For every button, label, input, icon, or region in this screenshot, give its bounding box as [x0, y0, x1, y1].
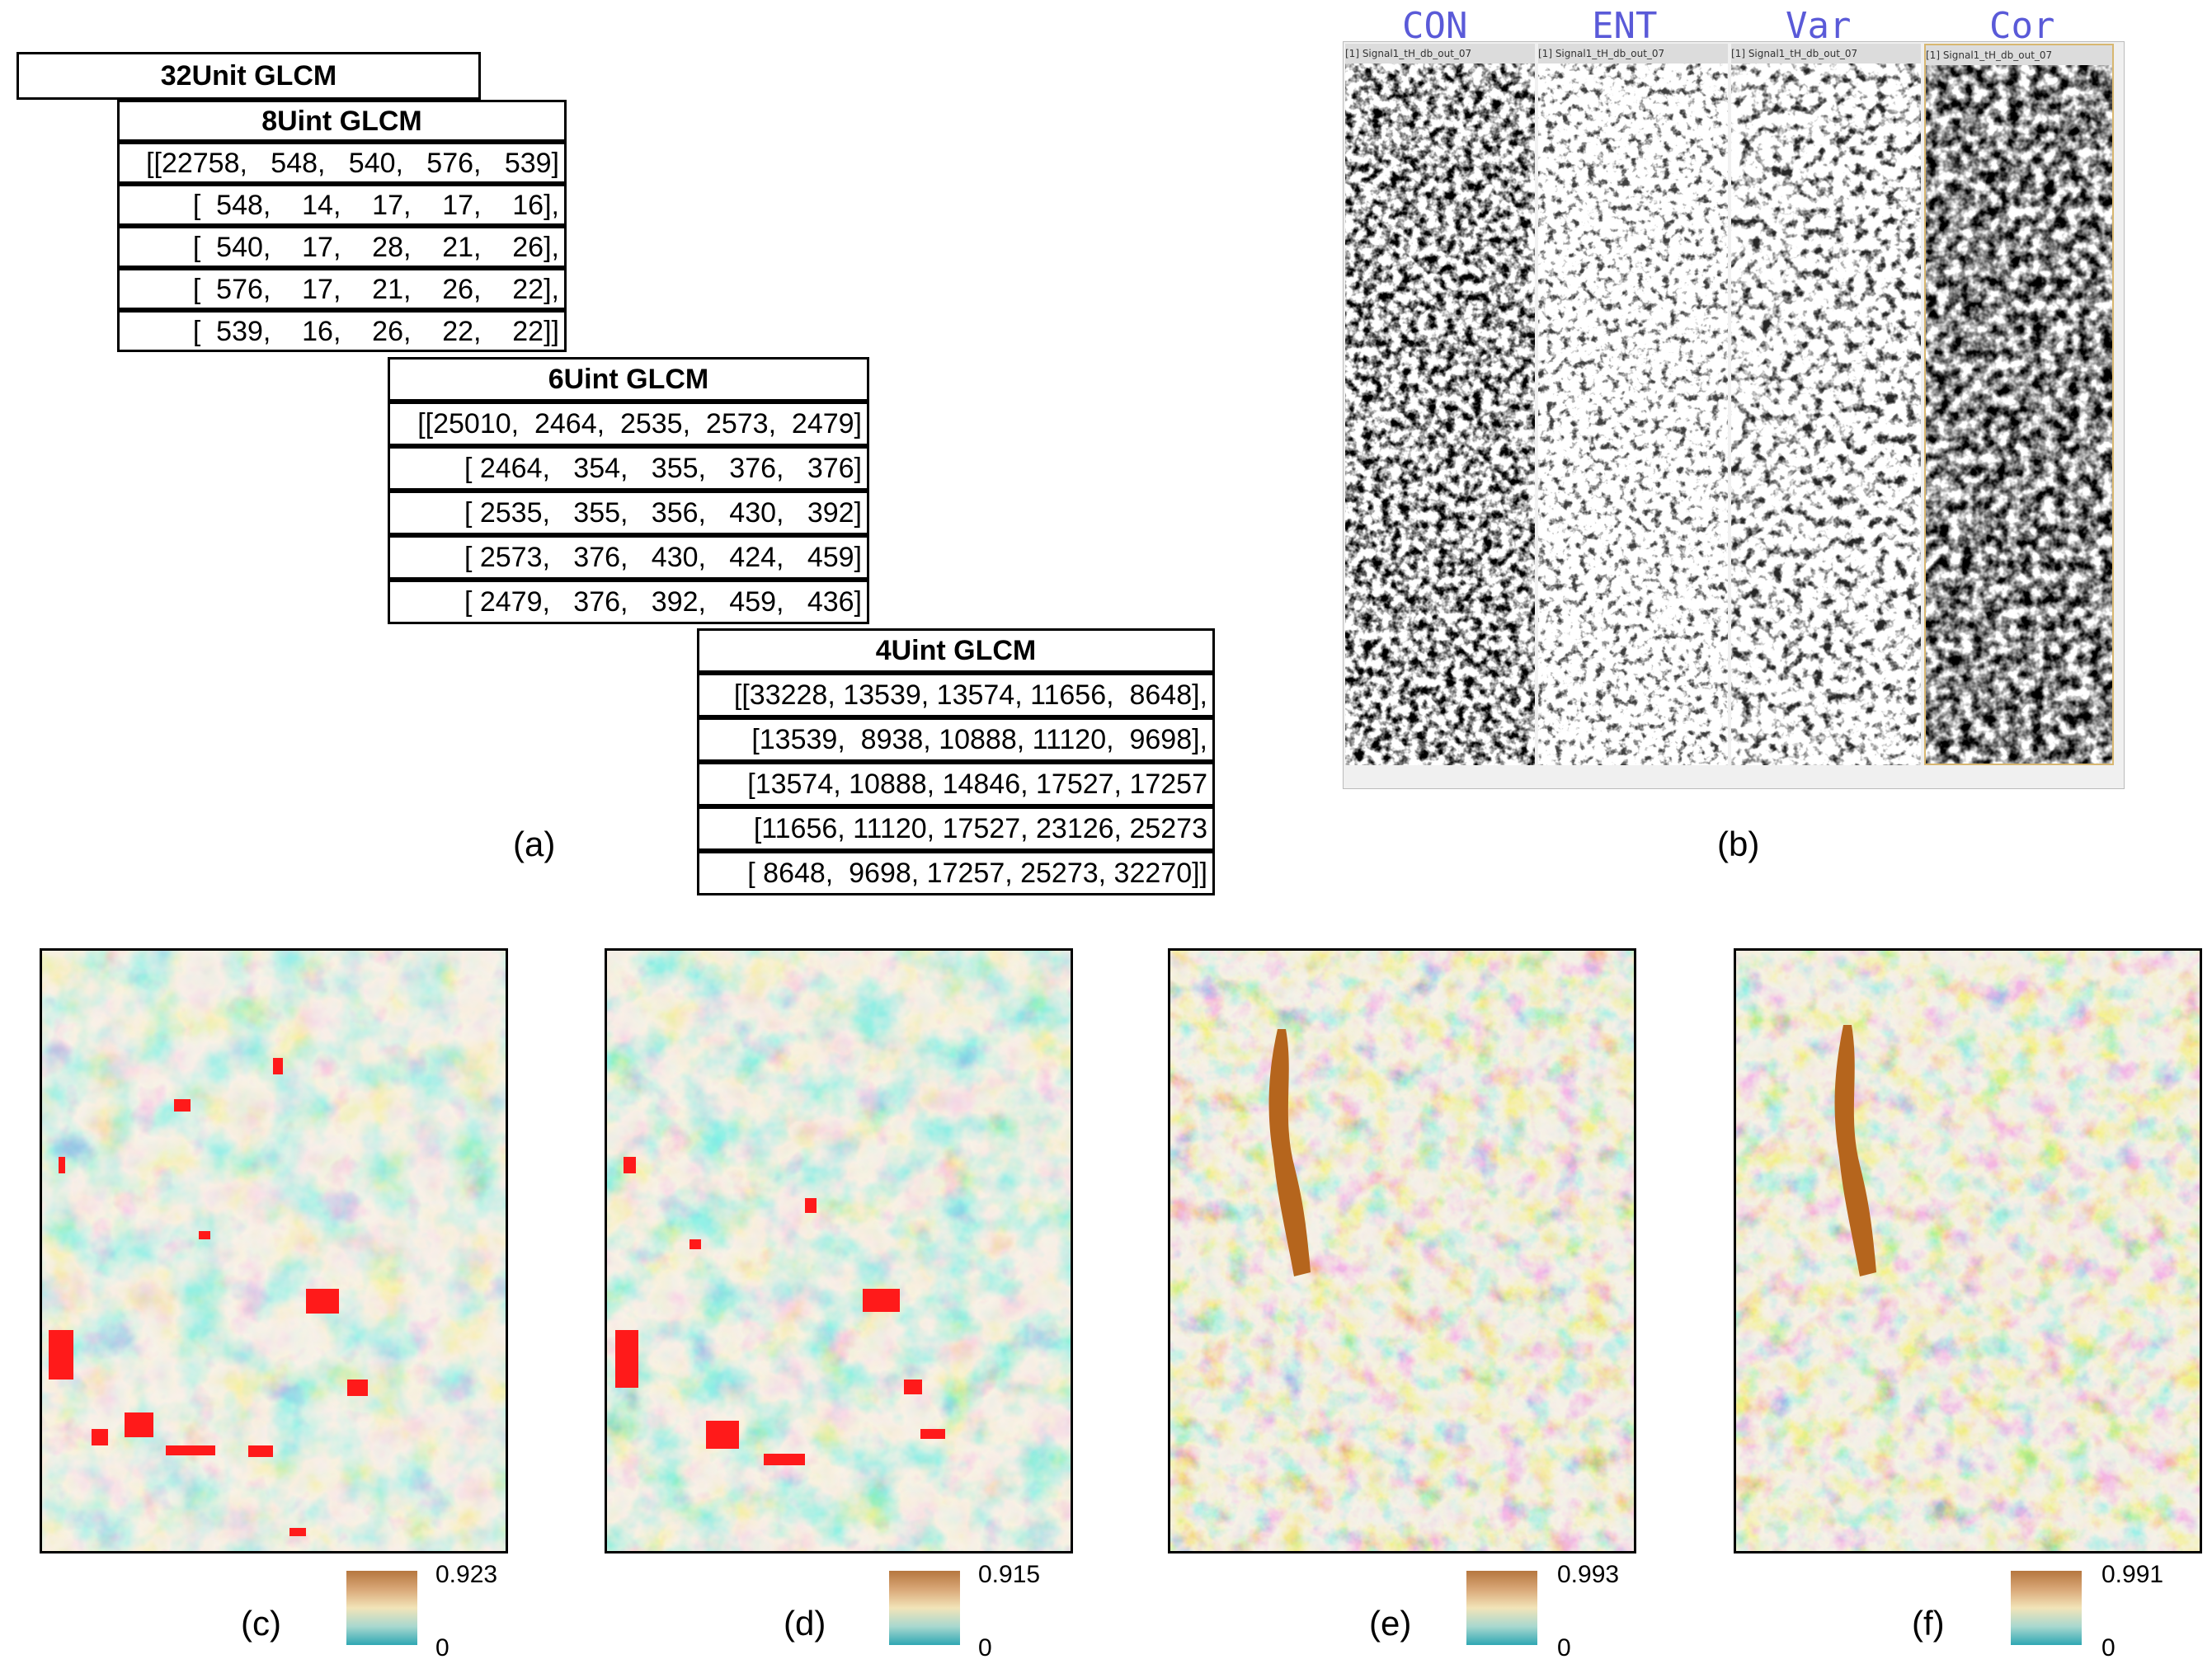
con-strip: [1] Signal1_tH_db_out_07: [1345, 44, 1535, 765]
map-e-image: [1170, 951, 1634, 1551]
var-texture-image: [1731, 63, 1921, 765]
con-strip-titlebar: [1] Signal1_tH_db_out_07: [1345, 44, 1535, 64]
panel-b-header-var: Var: [1786, 5, 1852, 47]
panel-label-b: (b): [1717, 825, 1760, 863]
glcm-8-row: [ 540, 17, 28, 21, 26],: [117, 226, 567, 268]
colorbar-c: [346, 1571, 417, 1645]
colorbar-f-max: 0.991: [2101, 1561, 2164, 1588]
texture-viewer-window: [1] Signal1_tH_db_out_07 [1] Signal1_tH_…: [1343, 41, 2125, 789]
panel-b-header-ent: ENT: [1592, 5, 1658, 47]
cor-strip: [1] Signal1_tH_db_out_07: [1924, 44, 2114, 765]
glcm-8-row: [ 548, 14, 17, 17, 16],: [117, 184, 567, 226]
colorbar-e-max: 0.993: [1557, 1561, 1620, 1588]
glcm-4-row: [13574, 10888, 14846, 17527, 17257: [697, 762, 1215, 806]
map-f: [1734, 948, 2202, 1553]
map-c-image: [42, 951, 506, 1551]
cor-strip-titlebar: [1] Signal1_tH_db_out_07: [1926, 45, 2112, 66]
cor-texture-image: [1926, 65, 2112, 764]
glcm-4-title: 4Uint GLCM: [697, 628, 1215, 673]
colorbar-c-min: 0: [435, 1634, 449, 1662]
colorbar-c-max: 0.923: [435, 1561, 498, 1588]
map-d: [605, 948, 1073, 1553]
glcm-8-row: [[22758, 548, 540, 576, 539]: [117, 142, 567, 184]
glcm-4-row: [[33228, 13539, 13574, 11656, 8648],: [697, 673, 1215, 717]
panel-b-header-cor: Cor: [1989, 5, 2055, 47]
glcm-6-row: [ 2535, 355, 356, 430, 392]: [388, 491, 869, 535]
panel-label-f: (f): [1912, 1604, 1945, 1643]
glcm-6-row: [ 2479, 376, 392, 459, 436]: [388, 580, 869, 624]
map-d-highlights: [615, 1157, 945, 1465]
map-c-highlights: [49, 1058, 368, 1536]
ent-texture-image: [1538, 63, 1728, 765]
colorbar-f-min: 0: [2101, 1634, 2116, 1662]
panel-label-d: (d): [784, 1604, 826, 1643]
ent-strip-titlebar: [1] Signal1_tH_db_out_07: [1538, 44, 1728, 64]
map-c: [40, 948, 508, 1553]
ent-strip: [1] Signal1_tH_db_out_07: [1538, 44, 1728, 765]
panel-label-c: (c): [241, 1604, 281, 1643]
glcm-6-row: [ 2464, 354, 355, 376, 376]: [388, 446, 869, 491]
glcm-32-title: 32Unit GLCM: [16, 52, 481, 100]
glcm-6-row: [ 2573, 376, 430, 424, 459]: [388, 535, 869, 580]
colorbar-e-min: 0: [1557, 1634, 1571, 1662]
colorbar-e: [1466, 1571, 1537, 1645]
glcm-4-row: [ 8648, 9698, 17257, 25273, 32270]]: [697, 851, 1215, 895]
colorbar-f: [2011, 1571, 2082, 1645]
colorbar-d: [889, 1571, 960, 1645]
map-f-ridge: [1834, 1025, 1876, 1276]
map-e-ridge: [1268, 1029, 1311, 1276]
glcm-6-title: 6Uint GLCM: [388, 357, 869, 402]
var-strip-titlebar: [1] Signal1_tH_db_out_07: [1731, 44, 1921, 64]
map-f-image: [1736, 951, 2200, 1551]
panel-label-e: (e): [1369, 1604, 1412, 1643]
panel-b-header-con: CON: [1402, 5, 1468, 47]
panel-label-a: (a): [513, 825, 556, 863]
glcm-6-row: [[25010, 2464, 2535, 2573, 2479]: [388, 402, 869, 446]
glcm-8-row: [ 576, 17, 21, 26, 22],: [117, 268, 567, 310]
glcm-4-row: [11656, 11120, 17527, 23126, 25273: [697, 806, 1215, 851]
map-e: [1168, 948, 1636, 1553]
colorbar-d-min: 0: [978, 1634, 992, 1662]
var-strip: [1] Signal1_tH_db_out_07: [1731, 44, 1921, 765]
glcm-4-row: [13539, 8938, 10888, 11120, 9698],: [697, 717, 1215, 762]
con-texture-image: [1345, 63, 1535, 765]
colorbar-d-max: 0.915: [978, 1561, 1041, 1588]
glcm-8-row: [ 539, 16, 26, 22, 22]]: [117, 310, 567, 352]
map-d-image: [607, 951, 1071, 1551]
glcm-8-title: 8Uint GLCM: [117, 100, 567, 142]
